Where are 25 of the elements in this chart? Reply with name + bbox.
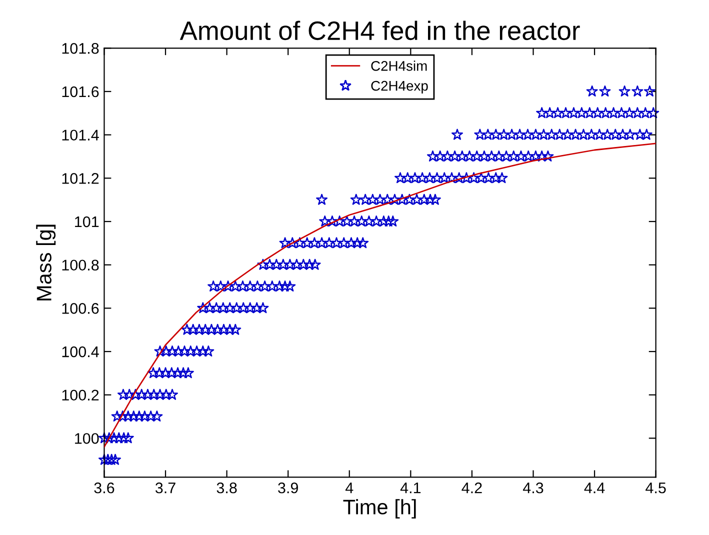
x-tick-label: 4.4 bbox=[584, 482, 605, 494]
y-tick-label: 101 bbox=[75, 216, 99, 228]
x-tick-label: 3.6 bbox=[94, 482, 114, 494]
x-tick-label: 3.7 bbox=[155, 482, 176, 494]
x-tick-label: 4.2 bbox=[462, 482, 482, 494]
x-axis-title: Time [h] bbox=[343, 499, 416, 519]
x-tick-label: 4.5 bbox=[646, 482, 666, 494]
x-tick-label: 4.3 bbox=[522, 482, 544, 494]
y-tick-label: 100.2 bbox=[62, 390, 99, 401]
x-tick-label: 4 bbox=[345, 482, 354, 494]
x-tick-label: 4.1 bbox=[400, 482, 421, 494]
y-tick-label: 101.8 bbox=[62, 43, 99, 54]
x-tick-label: 3.9 bbox=[278, 482, 298, 494]
y-tick-label: 100.8 bbox=[62, 260, 99, 271]
chart-title: Amount of C2H4 fed in the reactor bbox=[180, 20, 580, 40]
y-axis-title: Mass [g] bbox=[36, 224, 56, 300]
y-tick-label: 100.6 bbox=[62, 303, 99, 314]
y-tick-label: 101.4 bbox=[62, 130, 99, 141]
legend-label: C2H4exp bbox=[371, 80, 428, 94]
y-tick-label: 100 bbox=[75, 433, 99, 444]
legend-label: C2H4sim bbox=[371, 60, 427, 71]
y-tick-label: 101.2 bbox=[62, 173, 99, 184]
x-tick-label: 3.8 bbox=[216, 482, 237, 494]
y-tick-label: 101.6 bbox=[62, 86, 99, 98]
y-tick-label: 100.4 bbox=[62, 346, 99, 358]
